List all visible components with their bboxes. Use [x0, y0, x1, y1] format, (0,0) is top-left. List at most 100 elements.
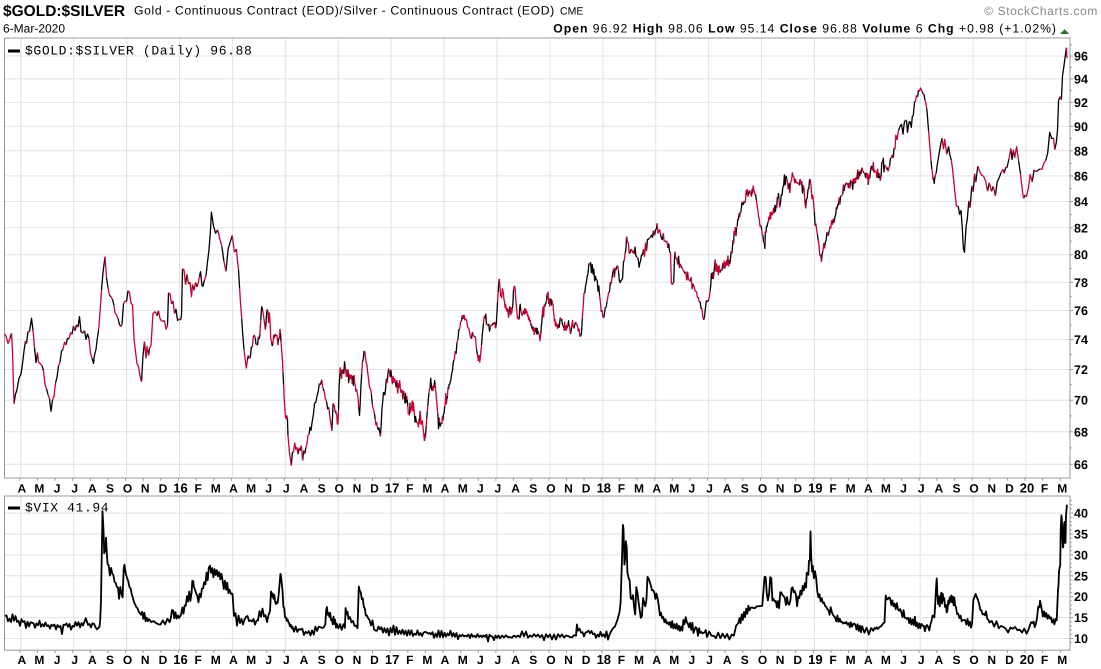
svg-text:D: D: [1005, 653, 1014, 667]
svg-text:M: M: [34, 482, 44, 496]
svg-text:O: O: [969, 653, 978, 667]
svg-text:78: 78: [1074, 276, 1088, 290]
svg-text:J: J: [71, 482, 78, 496]
svg-text:N: N: [353, 482, 362, 496]
svg-text:A: A: [441, 653, 450, 667]
svg-text:N: N: [141, 653, 150, 667]
svg-text:M: M: [422, 482, 432, 496]
svg-text:72: 72: [1074, 363, 1088, 377]
svg-text:M: M: [458, 482, 468, 496]
svg-text:66: 66: [1074, 458, 1088, 472]
svg-text:Open 96.92 High 98.06 Low 95.1: Open 96.92 High 98.06 Low 95.14 Close 96…: [553, 22, 1057, 36]
svg-text:17: 17: [385, 652, 399, 667]
svg-text:J: J: [706, 482, 713, 496]
svg-text:O: O: [123, 653, 132, 667]
svg-text:O: O: [335, 482, 344, 496]
svg-text:M: M: [458, 653, 468, 667]
svg-text:A: A: [17, 482, 26, 496]
svg-text:CME: CME: [560, 6, 583, 18]
svg-text:M: M: [634, 482, 644, 496]
svg-text:18: 18: [597, 481, 611, 496]
svg-text:$VIX 41.94: $VIX 41.94: [25, 501, 109, 516]
svg-text:M: M: [846, 653, 856, 667]
svg-text:F: F: [406, 482, 413, 496]
svg-text:$GOLD:$SILVER (Daily) 96.88: $GOLD:$SILVER (Daily) 96.88: [25, 44, 252, 59]
svg-text:J: J: [71, 653, 78, 667]
svg-text:J: J: [918, 482, 925, 496]
svg-text:Gold - Continuous Contract (EO: Gold - Continuous Contract (EOD)/Silver …: [134, 4, 555, 18]
svg-text:15: 15: [1074, 611, 1088, 625]
svg-text:90: 90: [1074, 120, 1088, 134]
svg-text:68: 68: [1074, 425, 1088, 439]
svg-text:S: S: [952, 482, 960, 496]
svg-text:84: 84: [1074, 195, 1088, 209]
svg-text:O: O: [758, 653, 767, 667]
svg-text:20: 20: [1020, 652, 1034, 667]
svg-text:J: J: [495, 482, 502, 496]
svg-text:20: 20: [1074, 590, 1088, 604]
svg-text:20: 20: [1020, 481, 1034, 496]
svg-text:J: J: [477, 653, 484, 667]
svg-text:D: D: [1005, 482, 1014, 496]
svg-text:N: N: [564, 653, 573, 667]
svg-text:N: N: [776, 482, 785, 496]
svg-text:A: A: [934, 653, 943, 667]
svg-text:A: A: [511, 482, 520, 496]
svg-text:F: F: [1041, 653, 1048, 667]
svg-text:O: O: [335, 653, 344, 667]
svg-text:O: O: [758, 482, 767, 496]
svg-text:A: A: [652, 482, 661, 496]
svg-text:18: 18: [597, 652, 611, 667]
svg-text:82: 82: [1074, 221, 1088, 235]
svg-text:16: 16: [173, 652, 187, 667]
svg-text:A: A: [229, 653, 238, 667]
svg-text:J: J: [900, 653, 907, 667]
svg-text:70: 70: [1074, 394, 1088, 408]
svg-text:M: M: [881, 482, 891, 496]
svg-text:J: J: [283, 482, 290, 496]
svg-text:86: 86: [1074, 169, 1088, 183]
svg-text:J: J: [706, 653, 713, 667]
svg-text:J: J: [900, 482, 907, 496]
svg-text:J: J: [918, 653, 925, 667]
svg-text:N: N: [141, 482, 150, 496]
svg-text:N: N: [987, 653, 996, 667]
svg-text:A: A: [511, 653, 520, 667]
svg-text:N: N: [353, 653, 362, 667]
svg-text:M: M: [34, 653, 44, 667]
svg-text:M: M: [669, 482, 679, 496]
svg-text:S: S: [318, 482, 326, 496]
svg-text:S: S: [529, 482, 537, 496]
svg-text:S: S: [106, 482, 114, 496]
svg-text:$GOLD:$SILVER: $GOLD:$SILVER: [3, 3, 125, 20]
svg-text:A: A: [300, 482, 309, 496]
svg-text:6-Mar-2020: 6-Mar-2020: [3, 22, 65, 36]
svg-text:F: F: [1041, 482, 1048, 496]
svg-text:O: O: [123, 482, 132, 496]
svg-text:J: J: [265, 653, 272, 667]
svg-text:S: S: [318, 653, 326, 667]
svg-text:D: D: [582, 653, 591, 667]
svg-text:A: A: [300, 653, 309, 667]
svg-text:96: 96: [1074, 50, 1088, 64]
svg-text:80: 80: [1074, 248, 1088, 262]
svg-text:D: D: [159, 482, 168, 496]
svg-text:S: S: [529, 653, 537, 667]
svg-text:O: O: [546, 653, 555, 667]
svg-text:O: O: [969, 482, 978, 496]
svg-text:19: 19: [808, 652, 822, 667]
svg-text:J: J: [477, 482, 484, 496]
svg-text:M: M: [211, 653, 221, 667]
svg-text:M: M: [881, 653, 891, 667]
svg-text:J: J: [54, 653, 61, 667]
svg-text:F: F: [829, 482, 836, 496]
svg-text:O: O: [546, 482, 555, 496]
svg-text:25: 25: [1074, 569, 1088, 583]
svg-text:M: M: [211, 482, 221, 496]
svg-text:M: M: [846, 482, 856, 496]
svg-text:D: D: [793, 653, 802, 667]
svg-text:88: 88: [1074, 144, 1088, 158]
svg-text:74: 74: [1074, 333, 1088, 347]
svg-text:76: 76: [1074, 304, 1088, 318]
svg-text:F: F: [195, 482, 202, 496]
